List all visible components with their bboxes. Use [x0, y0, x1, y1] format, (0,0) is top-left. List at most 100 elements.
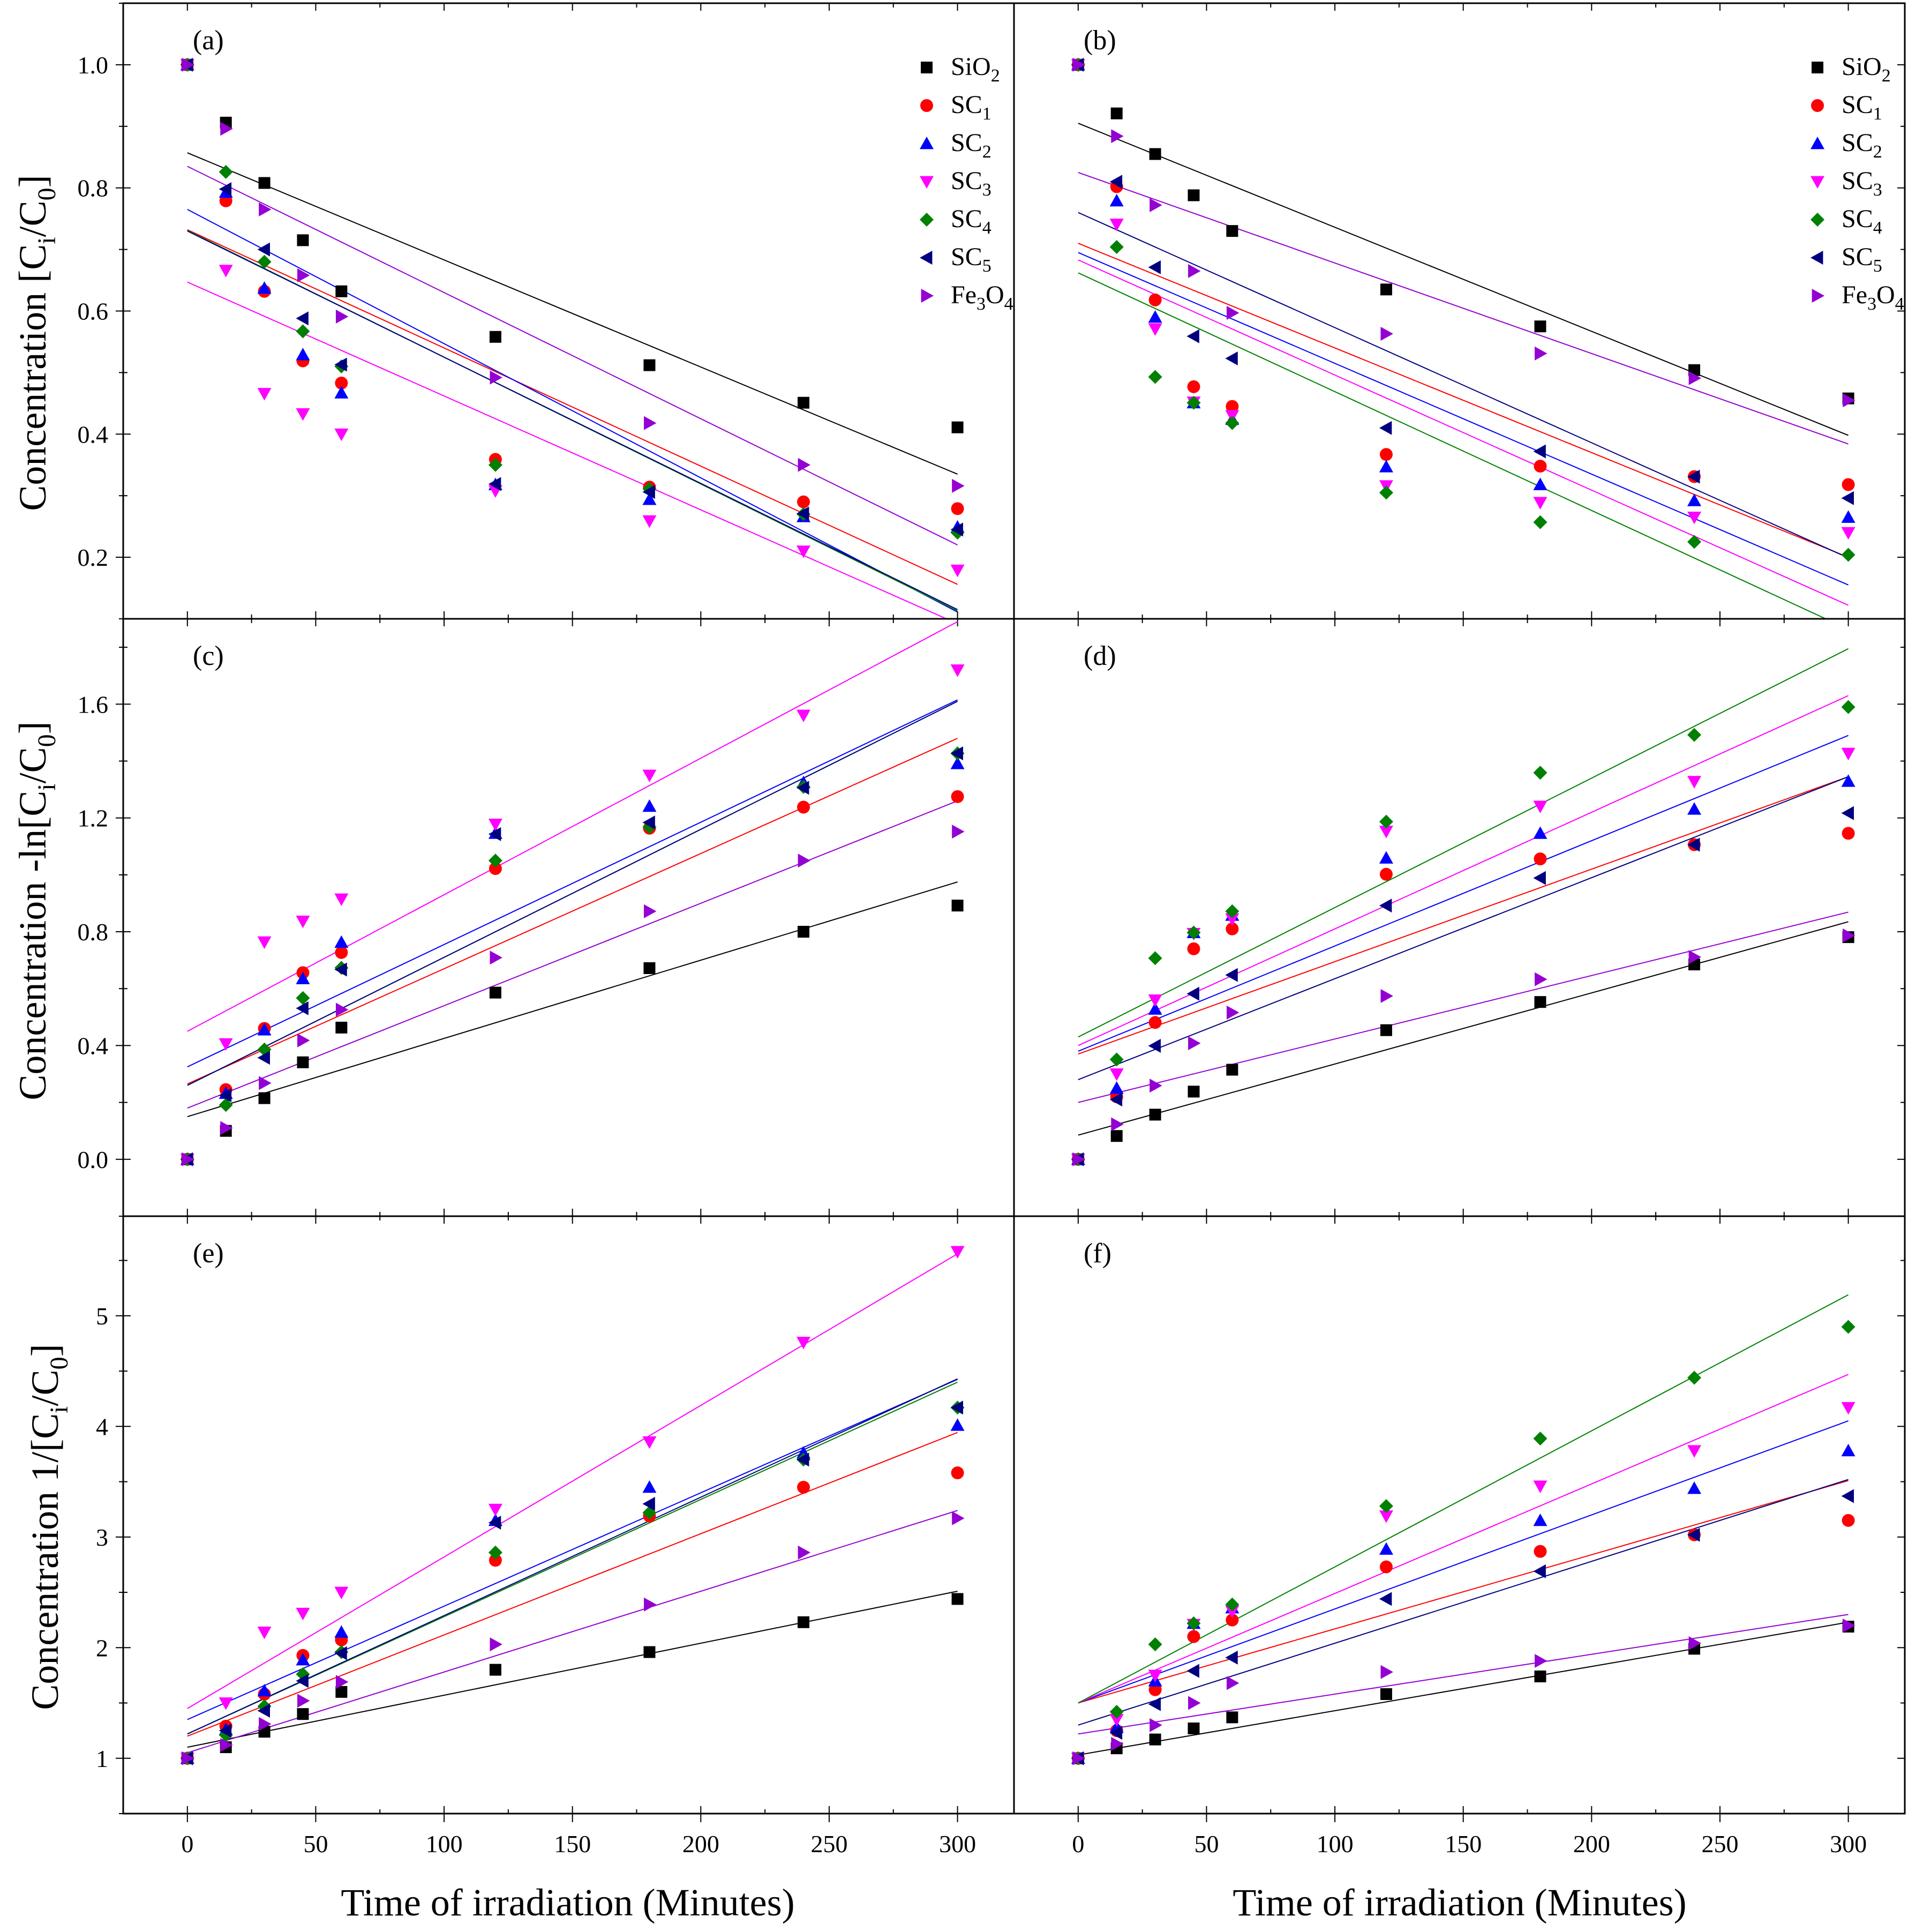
fit-line-sc4: [1078, 272, 1827, 619]
point-sio2: [1188, 189, 1200, 201]
point-sc5: [797, 781, 809, 795]
point-sio2: [1110, 107, 1123, 119]
point-sc2: [1379, 851, 1393, 864]
point-fe3o4: [220, 122, 233, 136]
panel-c: 0.0 0.4 0.8 1.2 1.6 (c): [78, 618, 1015, 1217]
fit-line-sc3: [187, 621, 958, 1032]
y-tick-label: 1.0: [78, 51, 109, 79]
point-fe3o4: [1843, 1618, 1856, 1633]
point-sc2: [296, 971, 310, 985]
legend-label-sc4: SC4: [1842, 205, 1882, 238]
point-sc2: [1533, 477, 1548, 490]
point-sc3: [1379, 1510, 1393, 1523]
point-sc5: [219, 1088, 232, 1103]
point-sc5: [1533, 444, 1546, 459]
legend-marker-sio2: [921, 62, 933, 73]
fit-line-sio2: [187, 1590, 958, 1748]
point-sc4: [257, 254, 272, 269]
point-sio2: [1534, 996, 1546, 1008]
point-sc3: [642, 515, 657, 528]
point-fe3o4: [1072, 1751, 1085, 1765]
point-sc5: [1225, 968, 1238, 982]
point-sc4: [1148, 1637, 1162, 1652]
fit-line-sc5: [1078, 776, 1849, 1081]
point-sc3: [950, 1246, 965, 1259]
legend-marker-sc1: [920, 99, 933, 112]
data-points: [1071, 1320, 1856, 1765]
fit-line-sc5: [1078, 1479, 1849, 1726]
point-sio2: [798, 1616, 810, 1628]
point-sc3: [334, 1586, 349, 1600]
point-sc4: [1148, 951, 1162, 965]
point-sc3: [642, 769, 657, 783]
point-sc5: [1379, 1592, 1392, 1606]
data-points: [180, 57, 965, 578]
point-sc4: [1687, 1371, 1702, 1385]
point-sc4: [1109, 240, 1124, 254]
point-fe3o4: [335, 1675, 349, 1689]
point-sc5: [1186, 1664, 1199, 1678]
point-sio2: [335, 1021, 348, 1034]
legend-label-sc3: SC3: [1842, 167, 1882, 200]
plot-frame: [1013, 618, 1906, 1217]
point-sc1: [1534, 852, 1547, 866]
fit-line-fe3o4: [187, 166, 958, 546]
fit-line-sc2: [1078, 735, 1849, 1052]
point-sc5: [1533, 871, 1546, 885]
point-sc1: [797, 495, 810, 508]
point-fe3o4: [644, 1597, 657, 1612]
point-sio2: [297, 1056, 309, 1068]
point-sc3: [257, 1626, 272, 1639]
point-sc5: [334, 962, 347, 977]
point-sc3: [488, 818, 502, 832]
fit-line-fe3o4: [1078, 1614, 1849, 1735]
point-sc2: [642, 492, 657, 505]
point-sc3: [296, 916, 310, 928]
point-sc5: [1148, 1038, 1161, 1053]
point-sio2: [489, 331, 501, 343]
y-tick-label: 5: [96, 1302, 108, 1330]
point-sc4: [1379, 1499, 1393, 1513]
legend-marker-sc1: [1811, 99, 1824, 112]
legend-label-sc1: SC1: [951, 91, 991, 124]
point-sc5: [1186, 329, 1199, 343]
point-sc4: [1186, 1616, 1201, 1630]
point-sc1: [797, 800, 810, 814]
y-tick-label: 0.8: [78, 918, 109, 946]
legend-label-sc4: SC4: [951, 205, 991, 238]
point-sc5: [642, 815, 655, 830]
point-fe3o4: [952, 1511, 965, 1525]
point-sc4: [1533, 515, 1548, 529]
point-sc1: [1226, 400, 1239, 413]
x-axis-title-right: Time of irradiation (Minutes): [1233, 1881, 1686, 1924]
fit-line-fe3o4: [187, 1510, 958, 1754]
x-tick-label: 200: [1573, 1830, 1610, 1858]
point-sc1: [1534, 460, 1547, 473]
fit-lines: [1078, 648, 1849, 1136]
point-sc3: [296, 1607, 310, 1621]
point-fe3o4: [1150, 198, 1162, 212]
point-sc3: [1148, 1669, 1162, 1682]
fit-line-sio2: [187, 881, 958, 1118]
point-sc1: [489, 862, 502, 875]
point-sio2: [335, 285, 348, 297]
point-fe3o4: [1688, 371, 1702, 385]
legend-marker-sc4: [1811, 213, 1824, 227]
point-sc5: [334, 1646, 347, 1660]
y-axis-title-c: Concentration -ln[Ci/C0]: [11, 721, 61, 1100]
point-fe3o4: [798, 458, 811, 472]
legend-marker-sc2: [1811, 137, 1824, 149]
point-sio2: [335, 1686, 348, 1698]
point-sc3: [1687, 1445, 1702, 1458]
point-sc2: [1109, 1081, 1124, 1094]
fit-line-fe3o4: [1078, 911, 1849, 1103]
point-fe3o4: [1150, 1718, 1162, 1732]
point-fe3o4: [297, 1694, 310, 1708]
fit-lines: [187, 621, 958, 1118]
point-sc1: [951, 790, 964, 803]
point-sc5: [950, 746, 963, 761]
legend-marker-fe3o4: [921, 289, 934, 303]
point-sc5: [1687, 469, 1700, 484]
point-sc2: [257, 281, 272, 294]
fit-line-fe3o4: [1078, 172, 1849, 445]
